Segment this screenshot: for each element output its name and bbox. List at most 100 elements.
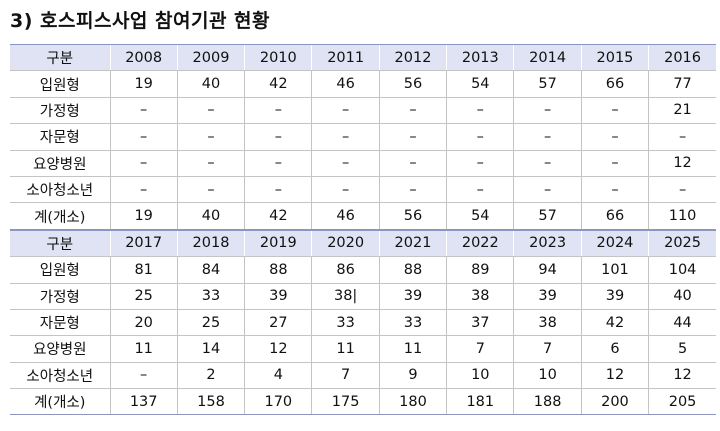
- value-cell: 66: [580, 202, 649, 231]
- table-row: 입원형 81 84 88 86 88 89 94 101 104: [10, 256, 716, 284]
- table-row: 자문형 – – – – – – – – –: [10, 123, 716, 151]
- row-label-cell: 가정형: [10, 283, 110, 310]
- value-cell: 81: [109, 256, 178, 284]
- row-label-cell: 자문형: [10, 123, 110, 151]
- value-cell: 54: [446, 202, 514, 231]
- year-header-cell: 2010: [244, 43, 312, 72]
- value-cell: 42: [244, 202, 312, 231]
- year-header-cell: 2022: [446, 228, 514, 258]
- value-cell: 84: [176, 256, 245, 284]
- value-cell: 40: [176, 70, 245, 98]
- value-cell: 188: [513, 388, 582, 416]
- value-cell: 57: [513, 202, 582, 231]
- year-header-cell: 2025: [648, 228, 716, 258]
- value-cell: 10: [446, 362, 514, 390]
- value-cell: 33: [378, 309, 447, 337]
- value-cell: 9: [378, 362, 447, 390]
- value-cell: 137: [109, 388, 178, 416]
- year-header-cell: 2013: [446, 43, 514, 72]
- value-cell: –: [580, 123, 649, 151]
- value-cell: –: [513, 150, 582, 177]
- value-cell: –: [244, 176, 312, 204]
- table-row: 요양병원 11 14 12 11 11 7 7 6 5: [10, 335, 716, 363]
- value-cell: 77: [648, 70, 716, 98]
- value-cell: 7: [446, 335, 514, 363]
- value-cell: –: [580, 150, 649, 177]
- year-header-cell: 2016: [648, 43, 716, 72]
- table-row: 계(개소) 19 40 42 46 56 54 57 66 110: [10, 202, 716, 231]
- year-header-cell: 2020: [311, 228, 380, 258]
- value-cell: 12: [580, 362, 649, 390]
- value-cell: 86: [311, 256, 380, 284]
- value-cell: 12: [648, 150, 716, 177]
- table-row: 소아청소년 – – – – – – – – –: [10, 176, 716, 204]
- value-cell: 42: [244, 70, 312, 98]
- value-cell: 4: [244, 362, 312, 390]
- value-cell: –: [244, 97, 312, 125]
- value-cell: –: [513, 123, 582, 151]
- value-cell: –: [446, 97, 514, 125]
- value-cell: 88: [378, 256, 447, 284]
- value-cell: 33: [311, 309, 380, 337]
- value-cell: 12: [244, 335, 312, 363]
- year-header-cell: 2019: [244, 228, 312, 258]
- value-cell: 33: [176, 283, 245, 310]
- value-cell: –: [176, 97, 245, 125]
- value-cell: 39: [244, 283, 312, 310]
- table-row: 계(개소) 137 158 170 175 180 181 188 200 205: [10, 388, 716, 416]
- year-header-cell: 2024: [580, 228, 649, 258]
- row-label-cell: 요양병원: [10, 335, 110, 363]
- year-header-cell: 2011: [311, 43, 380, 72]
- year-header-cell: 2021: [378, 228, 447, 258]
- year-header-cell: 2014: [513, 43, 582, 72]
- value-cell: 46: [311, 202, 380, 231]
- value-cell: 7: [311, 362, 380, 390]
- value-cell: 180: [378, 388, 447, 416]
- value-cell: 12: [648, 362, 716, 390]
- value-cell: –: [244, 123, 312, 151]
- value-cell: 158: [176, 388, 245, 416]
- value-cell: –: [176, 150, 245, 177]
- value-cell: –: [311, 97, 380, 125]
- year-header-cell: 2017: [109, 228, 178, 258]
- value-cell: 66: [580, 70, 649, 98]
- value-cell: 170: [244, 388, 312, 416]
- value-cell: 101: [580, 256, 649, 284]
- value-cell: –: [311, 123, 380, 151]
- value-cell: 94: [513, 256, 582, 284]
- value-cell: 175: [311, 388, 380, 416]
- year-header-cell: 2008: [109, 43, 178, 72]
- value-cell: –: [109, 362, 178, 390]
- table-row: 자문형 20 25 27 33 33 37 38 42 44: [10, 309, 716, 337]
- value-cell: –: [648, 123, 716, 151]
- table-row: 요양병원 – – – – – – – –12: [10, 150, 716, 177]
- value-cell: 110: [648, 202, 716, 231]
- year-header-cell: 2015: [580, 43, 649, 72]
- value-cell: 88: [244, 256, 312, 284]
- hospice-institutions-table: 구분 2008 2009 2010 2011 2012 2013 2014 2015 2016 입원…: [10, 43, 716, 416]
- value-cell: 14: [176, 335, 245, 363]
- value-cell: 42: [580, 309, 649, 337]
- value-cell: 40: [648, 283, 716, 310]
- row-label-cell: 입원형: [10, 256, 110, 284]
- value-cell: 46: [311, 70, 380, 98]
- value-cell: 19: [109, 70, 178, 98]
- value-cell: –: [446, 176, 514, 204]
- header-row: 구분 2008 2009 2010 2011 2012 2013 2014 2015 2016: [10, 43, 716, 72]
- value-cell: 11: [378, 335, 447, 363]
- header-label-cell: 구분: [10, 228, 110, 258]
- value-cell: –: [109, 123, 178, 151]
- year-header-cell: 2018: [176, 228, 245, 258]
- value-cell: –: [311, 150, 380, 177]
- value-cell: 38: [446, 283, 514, 310]
- value-cell: –: [378, 123, 447, 151]
- value-cell: 39: [513, 283, 582, 310]
- value-cell: –: [109, 150, 178, 177]
- value-cell: 38|: [311, 283, 380, 310]
- value-cell: 11: [311, 335, 380, 363]
- value-cell: 11: [109, 335, 178, 363]
- value-cell: 205: [648, 388, 716, 416]
- value-cell: 7: [513, 335, 582, 363]
- value-cell: 25: [109, 283, 178, 310]
- value-cell: –: [311, 176, 380, 204]
